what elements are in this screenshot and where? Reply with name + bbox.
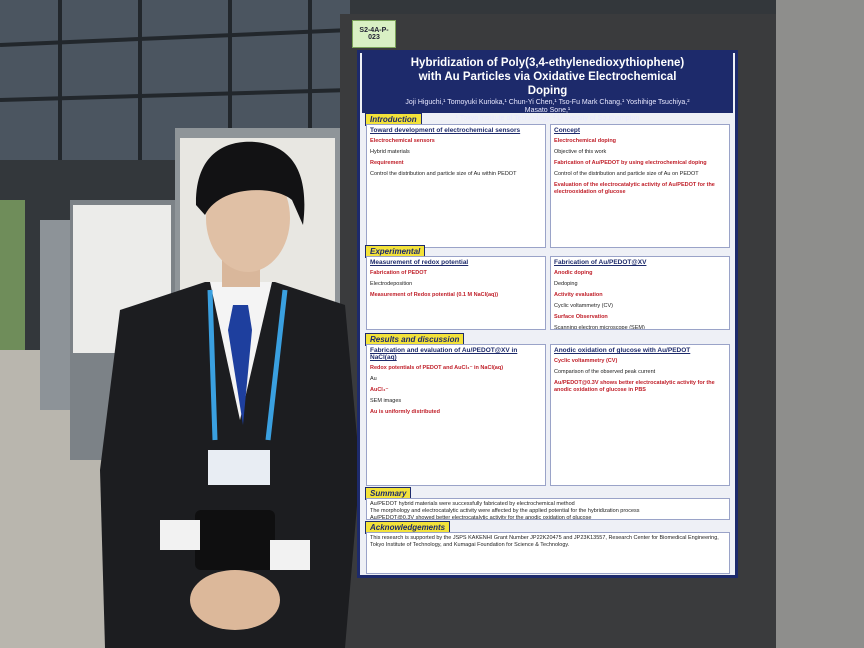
block-title: Toward development of electrochemical se… — [370, 127, 521, 134]
block-text: Comparison of the observed peak current — [554, 369, 656, 375]
block-text: Scanning electron microscope (SEM) — [554, 325, 645, 330]
block-title: Fabrication and evaluation of Au/PEDOT@X… — [370, 347, 518, 361]
content-box: Measurement of redox potential Fabricatio… — [366, 256, 546, 330]
content-box: Toward development of electrochemical se… — [366, 124, 546, 248]
block-text: Au/PEDOT@0.3V shows better electrocataly… — [554, 380, 715, 393]
block-title: Concept — [554, 127, 580, 134]
board-label: S2-4A-P-023 — [352, 20, 396, 48]
content-box: Fabrication of Au/PEDOT@XV Anodic doping D… — [550, 256, 730, 330]
block-text: Au/PEDOT@0.3V showed better electrocatal… — [370, 515, 592, 520]
poster-authors: Joji Higuchi,¹ Tomoyuki Kurioka,¹ Chun-Y… — [405, 99, 690, 114]
lanyard — [207, 289, 288, 441]
cuff — [270, 540, 310, 570]
block-text: Hybrid materials — [370, 149, 410, 155]
poster-title: Hybridization of Poly(3,4-ethylenedioxyt… — [410, 57, 685, 97]
block-text: Activity evaluation — [554, 292, 603, 298]
block-text: Objective of this work — [554, 149, 607, 155]
cuff — [160, 520, 200, 550]
block-title: Fabrication of Au/PEDOT@XV — [554, 259, 647, 266]
block-text: Cyclic voltammetry (CV) — [554, 358, 618, 364]
block-text: Au is uniformly distributed — [370, 409, 440, 415]
block-text: Requirement — [370, 160, 404, 166]
block-text: Measurement of Redox potential (0.1 M Na… — [370, 292, 499, 298]
wall — [776, 0, 864, 648]
block-text: Au — [370, 376, 377, 382]
poster-affiliations: ¹ Tokyo Institute of Technology, ² Unive… — [455, 115, 640, 122]
block-text: Evaluation of the electrocatalytic activ… — [554, 182, 715, 195]
block-text: Au/PEDOT hybrid materials were successfu… — [370, 501, 575, 507]
block-text: This research is supported by the JSPS K… — [370, 535, 719, 548]
panel — [40, 220, 72, 410]
hair — [195, 141, 305, 225]
doorway — [0, 200, 25, 350]
content-box: Concept Electrochemical doping Objective o… — [550, 124, 730, 248]
content-box: Fabrication and evaluation of Au/PEDOT@X… — [366, 344, 546, 486]
block-text: Surface Observation — [554, 314, 608, 320]
block-text: AuCl₄⁻ — [370, 387, 389, 393]
block-text: Electrochemical sensors — [370, 138, 435, 144]
block-text: Electrodeposition — [370, 281, 413, 287]
block-text: SEM images — [370, 398, 402, 404]
content-box: This research is supported by the JSPS K… — [366, 532, 730, 574]
content-box: Au/PEDOT hybrid materials were successfu… — [366, 498, 730, 520]
name-badge — [208, 450, 270, 485]
block-title: Anodic oxidation of glucose with Au/PEDO… — [554, 347, 691, 354]
content-box: Anodic oxidation of glucose with Au/PEDO… — [550, 344, 730, 486]
block-text: Electrochemical doping — [554, 138, 617, 144]
poster-title-band: Hybridization of Poly(3,4-ethylenedioxyt… — [362, 53, 733, 122]
block-text: Fabrication of PEDOT — [370, 270, 427, 276]
block-title: Measurement of redox potential — [370, 259, 469, 266]
bag — [195, 510, 275, 570]
block-text: Fabrication of Au/PEDOT by using electro… — [554, 160, 707, 166]
block-text: The morphology and electrocatalytic acti… — [370, 508, 640, 514]
block-text: Control the distribution and particle si… — [370, 171, 517, 177]
tie — [228, 305, 252, 425]
block-text: Dedoping — [554, 281, 578, 287]
block-text: Anodic doping — [554, 270, 593, 276]
block-text: Control of the distribution and particle… — [554, 171, 699, 177]
hands — [190, 570, 280, 630]
block-text: Cyclic voltammetry (CV) — [554, 303, 613, 309]
block-text: Redox potentials of PEDOT and AuCl₄⁻ in … — [370, 365, 504, 371]
